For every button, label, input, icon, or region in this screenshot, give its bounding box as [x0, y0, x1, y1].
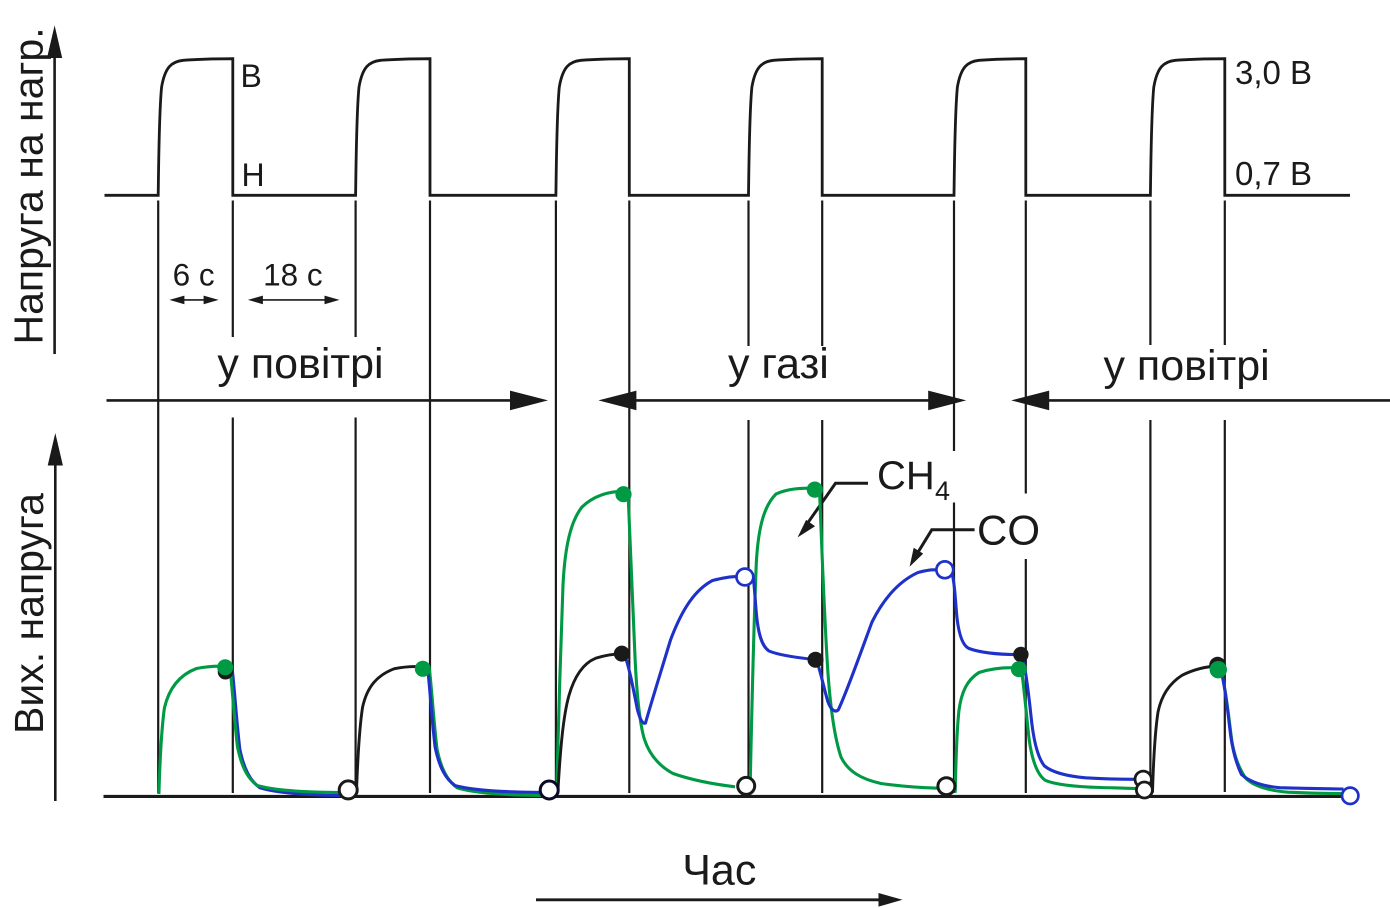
svg-text:0,7 В: 0,7 В — [1235, 155, 1312, 192]
svg-text:Вих. напруга: Вих. напруга — [6, 493, 52, 734]
svg-text:6 с: 6 с — [173, 257, 215, 293]
svg-text:18 с: 18 с — [263, 257, 323, 293]
svg-text:CO: CO — [977, 507, 1040, 554]
svg-text:CH: CH — [877, 454, 935, 498]
svg-text:3,0 В: 3,0 В — [1235, 54, 1312, 91]
svg-text:В: В — [241, 58, 262, 94]
svg-text:Час: Час — [682, 847, 756, 895]
svg-text:у повітрі: у повітрі — [1103, 342, 1269, 390]
svg-text:Н: Н — [242, 157, 265, 193]
svg-text:Напруга на нагр.: Напруга на нагр. — [5, 27, 51, 344]
svg-text:у газі: у газі — [728, 340, 829, 388]
svg-text:4: 4 — [935, 476, 950, 506]
svg-text:у повітрі: у повітрі — [217, 340, 383, 388]
